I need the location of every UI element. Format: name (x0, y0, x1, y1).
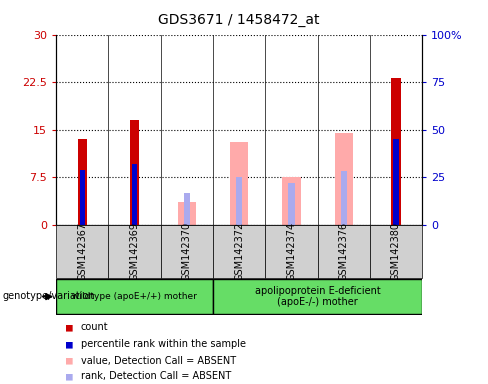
Text: ■: ■ (66, 356, 73, 366)
Bar (178, 202, 196, 225)
Bar (132, 164, 137, 225)
Bar (80, 169, 85, 225)
Text: GSM142369: GSM142369 (129, 222, 140, 281)
Text: genotype/variation: genotype/variation (2, 291, 95, 301)
Bar (130, 120, 139, 225)
Bar (230, 142, 248, 225)
Text: GSM142367: GSM142367 (77, 222, 87, 281)
Bar (183, 193, 190, 225)
FancyBboxPatch shape (108, 225, 161, 278)
Text: GSM142370: GSM142370 (182, 222, 192, 281)
Bar (335, 133, 353, 225)
Bar (236, 177, 242, 225)
Text: ■: ■ (66, 371, 73, 381)
FancyBboxPatch shape (56, 280, 213, 314)
Text: GSM142376: GSM142376 (339, 222, 349, 281)
FancyBboxPatch shape (161, 225, 213, 278)
Bar (78, 139, 87, 225)
Text: GSM142374: GSM142374 (286, 222, 296, 281)
Bar (282, 177, 301, 225)
Text: GSM142372: GSM142372 (234, 222, 244, 281)
Text: value, Detection Call = ABSENT: value, Detection Call = ABSENT (81, 356, 236, 366)
Bar (288, 184, 295, 225)
Bar (393, 139, 399, 225)
Text: apolipoprotein E-deficient
(apoE-/-) mother: apolipoprotein E-deficient (apoE-/-) mot… (255, 286, 381, 308)
FancyBboxPatch shape (318, 225, 370, 278)
Text: ■: ■ (66, 322, 73, 332)
Text: GSM142380: GSM142380 (391, 222, 401, 281)
Text: ■: ■ (66, 339, 73, 349)
Text: count: count (81, 322, 108, 332)
Text: GDS3671 / 1458472_at: GDS3671 / 1458472_at (159, 13, 320, 27)
Text: percentile rank within the sample: percentile rank within the sample (81, 339, 245, 349)
FancyBboxPatch shape (56, 225, 108, 278)
FancyBboxPatch shape (213, 225, 265, 278)
Bar (391, 78, 401, 225)
FancyBboxPatch shape (370, 225, 422, 278)
Text: wildtype (apoE+/+) mother: wildtype (apoE+/+) mother (72, 292, 197, 301)
FancyBboxPatch shape (213, 280, 422, 314)
Bar (341, 171, 347, 225)
Text: rank, Detection Call = ABSENT: rank, Detection Call = ABSENT (81, 371, 231, 381)
FancyBboxPatch shape (265, 225, 318, 278)
